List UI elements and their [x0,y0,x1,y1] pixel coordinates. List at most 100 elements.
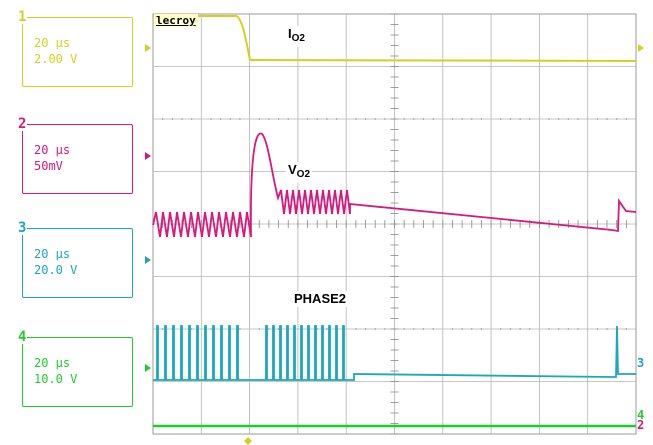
channel-2-time-div: 20 µs [34,143,71,157]
dot-marker [480,328,483,330]
dot-marker [277,118,280,120]
channel-1-right-level-marker [638,44,644,52]
dot-marker [190,118,193,120]
dot-marker [413,118,415,120]
dot-marker [161,328,164,330]
dot-marker [519,328,521,330]
dot-marker [258,118,260,120]
dot-marker [316,118,318,120]
channel-1-panel[interactable]: 1 20 µs 2.00 V [17,10,133,87]
channel-markers [145,44,644,445]
dot-marker [461,118,463,120]
dot-marker [577,118,579,120]
dot-marker [606,118,608,120]
dot-marker [509,328,512,330]
channel-1-time-div: 20 µs [34,36,71,50]
dot-marker [606,328,608,330]
dot-marker [326,118,328,120]
channel-2-panel[interactable]: 2 20 µs 50mV [17,117,133,194]
channel-3-time-div: 20 µs [34,247,71,261]
dot-marker [558,118,560,120]
dot-marker [171,118,174,120]
dot-marker [471,118,473,120]
dot-marker [422,328,425,330]
dot-marker [326,328,328,330]
channel-4-volt-div: 10.0 V [34,372,78,386]
phase2-trace-label: PHASE2 [292,291,349,307]
dot-marker [374,328,376,330]
dot-marker [596,328,599,330]
channel-2-waveform [152,132,637,238]
dot-marker [471,328,473,330]
vo2-label-sub: O2 [296,169,311,180]
dot-marker [529,328,531,330]
dot-marker [219,118,222,120]
channel-3-level-marker [145,256,151,264]
channel-2-level-marker [145,152,151,160]
channel-4-time-div: 20 µs [34,356,71,370]
dot-marker [258,328,260,330]
dot-marker [210,118,212,120]
channel-1-volt-div: 2.00 V [34,52,78,66]
dot-marker [384,118,386,120]
channel-1-level-marker [145,44,151,52]
dot-marker [548,118,550,120]
channel-3-panel[interactable]: 3 20 µs 20.0 V [17,221,133,298]
dot-marker [306,118,309,120]
dot-marker [529,118,531,120]
channel-1-waveform [153,15,637,62]
waveform-traces [152,15,637,428]
dot-marker [567,118,570,120]
brand-logo: lecroy [154,14,198,27]
channel-3-number: 3 [17,220,28,236]
dot-marker [355,328,357,330]
dot-marker [181,118,183,120]
io2-label-sub: O2 [291,33,305,44]
channel-3-waveform [153,325,636,381]
dot-marker [519,118,521,120]
channel-4-number: 4 [17,329,28,345]
dot-marker [422,118,425,120]
channel-2-volt-div: 50mV [34,159,63,173]
dot-marker [461,328,463,330]
dot-marker [625,328,628,330]
dot-marker [432,328,434,330]
dot-marker [190,328,193,330]
dot-marker [509,118,512,120]
dot-marker [364,328,367,330]
channel-2-right-marker: 2 [637,418,645,432]
dot-marker [287,118,289,120]
dot-marker [480,118,483,120]
dot-marker [403,328,405,330]
trigger-position-marker [244,437,252,445]
dot-marker [268,328,270,330]
channel-1-number: 1 [17,9,28,25]
dot-marker [500,118,502,120]
channel-4-panel[interactable]: 4 20 µs 10.0 V [17,330,133,407]
channel-4-level-marker [145,364,151,372]
channel-4-right-marker: 4 [637,408,645,422]
dot-marker [432,118,434,120]
dot-marker [239,328,241,330]
dot-marker [500,328,502,330]
io2-label-main: I [288,26,292,41]
dot-marker [451,118,454,120]
dot-marker [615,118,618,120]
dot-marker [625,118,628,120]
dot-marker [548,328,550,330]
vo2-trace-label: VO2 [286,162,313,183]
dot-marker [364,118,367,120]
channel-2-number: 2 [17,116,28,132]
dot-marker [355,118,357,120]
dot-marker [403,118,405,120]
dot-marker [210,328,212,330]
dot-marker [374,118,376,120]
dot-marker [335,118,338,120]
io2-trace-label: IO2 [286,26,307,47]
dot-marker [161,118,164,120]
channel-3-volt-div: 20.0 V [34,263,78,277]
dot-marker [277,328,280,330]
dot-marker [239,118,241,120]
dot-marker [268,118,270,120]
